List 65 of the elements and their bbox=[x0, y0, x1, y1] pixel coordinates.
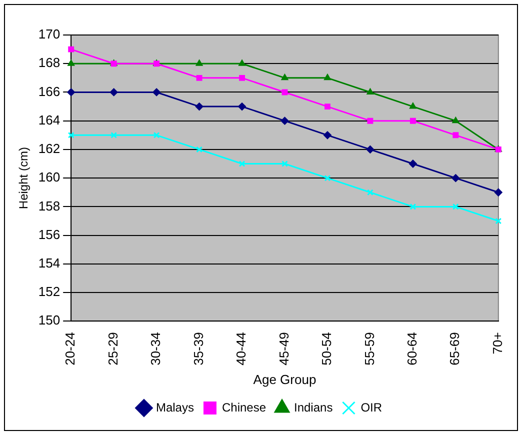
point bbox=[494, 188, 502, 196]
y-tick-label: 152 bbox=[38, 284, 60, 300]
point bbox=[239, 74, 245, 81]
y-tick-label: 162 bbox=[38, 141, 60, 156]
point bbox=[324, 174, 331, 182]
legend-label: Indians bbox=[294, 400, 333, 414]
point bbox=[281, 74, 288, 80]
point bbox=[324, 74, 332, 80]
point bbox=[495, 218, 502, 224]
y-tick-label: 156 bbox=[38, 226, 60, 242]
point bbox=[68, 46, 74, 52]
x-tick-label: 65-69 bbox=[447, 332, 462, 366]
x-tick-label: 70+ bbox=[490, 332, 505, 354]
point bbox=[110, 132, 118, 138]
point bbox=[410, 118, 416, 124]
point bbox=[196, 146, 203, 153]
x-tick-label: 30-34 bbox=[148, 332, 164, 366]
point bbox=[410, 203, 416, 210]
point bbox=[196, 74, 202, 81]
point bbox=[452, 132, 459, 138]
point bbox=[238, 60, 246, 66]
point bbox=[68, 132, 74, 138]
point bbox=[323, 131, 332, 140]
y-tick-label: 168 bbox=[38, 55, 60, 70]
point bbox=[153, 132, 160, 138]
y-tick-label: 164 bbox=[38, 112, 60, 128]
point bbox=[367, 118, 374, 124]
x-tick-label: 60-64 bbox=[404, 332, 420, 366]
x-tick-label: 45-49 bbox=[276, 332, 292, 366]
point bbox=[409, 102, 416, 109]
x-tick-label: 50-54 bbox=[319, 332, 334, 366]
x-tick-label: 55-59 bbox=[362, 332, 377, 366]
point bbox=[238, 160, 246, 167]
point bbox=[110, 88, 118, 96]
x-tick-label: 25-29 bbox=[105, 332, 120, 366]
point bbox=[366, 189, 374, 196]
point bbox=[67, 88, 76, 96]
y-axis-title: Height (cm) bbox=[16, 147, 31, 210]
point bbox=[68, 60, 75, 66]
point bbox=[452, 174, 460, 182]
point bbox=[152, 88, 161, 96]
point bbox=[238, 102, 246, 111]
point bbox=[282, 160, 288, 167]
x-tick-label: 20-24 bbox=[62, 332, 78, 366]
point bbox=[366, 145, 374, 154]
y-tick-label: 160 bbox=[38, 170, 60, 185]
point bbox=[280, 116, 289, 125]
legend-label: Malays bbox=[156, 400, 194, 414]
x-tick-label: 35-39 bbox=[190, 332, 206, 366]
y-tick-label: 150 bbox=[38, 312, 60, 328]
point bbox=[452, 203, 459, 210]
point bbox=[195, 102, 204, 111]
y-tick-label: 170 bbox=[38, 26, 60, 42]
x-tick-label: 40-44 bbox=[234, 332, 249, 366]
point bbox=[324, 104, 330, 110]
legend-label: OIR bbox=[360, 400, 382, 414]
y-tick-label: 158 bbox=[38, 198, 60, 214]
point bbox=[452, 116, 460, 124]
point bbox=[196, 60, 203, 66]
y-tick-label: 154 bbox=[38, 256, 60, 270]
y-tick-label: 166 bbox=[38, 84, 60, 99]
x-axis-title: Age Group bbox=[253, 372, 316, 387]
point bbox=[408, 160, 417, 168]
point bbox=[366, 88, 374, 94]
legend-label: Chinese bbox=[222, 400, 266, 414]
